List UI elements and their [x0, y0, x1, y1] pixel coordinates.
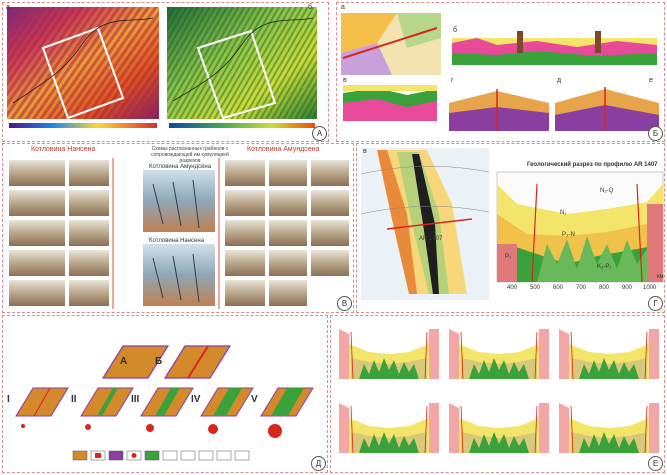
section-e-sublabel: е: [649, 77, 653, 84]
block-a-label: А: [120, 356, 128, 367]
panel-d-stages: А Б I II III IV V Д: [2, 315, 328, 473]
x-unit: км: [657, 274, 664, 280]
stage-label-1: II: [71, 394, 77, 405]
maps-figure: [7, 7, 317, 128]
left-profiles: [9, 158, 114, 309]
inset-amundsen-label: Котловина Амундсена: [149, 164, 212, 170]
title-amundsen-basin: Котловина Амундсена: [247, 146, 320, 153]
section-title: Геологический разрез по профилю AR 1407: [527, 162, 658, 168]
x-tick-5: 900: [622, 285, 633, 291]
seismic-figure: [9, 158, 349, 309]
stage-label-0: I: [7, 394, 10, 405]
unit-label-1: N₁: [560, 210, 567, 216]
x-tick-3: 700: [576, 285, 587, 291]
profile-line-label: AR 1407: [419, 236, 443, 242]
inset-nansen-label: Котловина Нансена: [149, 238, 205, 244]
panel-v-seismic: Котловина Нансена Схемы распознанных гра…: [2, 143, 354, 313]
panel-a-circle-label: А: [312, 126, 327, 141]
x-tick-2: 600: [553, 285, 564, 291]
x-tick-1: 500: [530, 285, 541, 291]
x-tick-4: 800: [599, 285, 610, 291]
title-graben-schemes: Схемы распознанных грабенов с сопровожда…: [151, 146, 229, 164]
unit-label-2: P₃-N: [562, 232, 575, 238]
x-tick-6: 1000: [643, 285, 657, 291]
unit-label-4: K₂-P₁: [597, 264, 612, 270]
section-g-sublabel: г: [451, 77, 454, 84]
panel-d-circle-label: Д: [311, 456, 326, 471]
right-profiles: [225, 160, 349, 306]
map-b-sublabel: б: [308, 4, 313, 11]
section-b-sublabel: б: [453, 27, 458, 34]
panel-e-sections: Е: [330, 315, 665, 473]
panel-b-circle-label: Б: [648, 126, 663, 141]
section-d-sublabel: д: [557, 77, 562, 84]
title-nansen-basin: Котловина Нансена: [31, 146, 96, 153]
sections-figure: [341, 13, 659, 131]
stage-blocks: [15, 387, 314, 417]
stage-label-4: V: [251, 394, 258, 405]
panel-g-circle-label: Г: [648, 296, 663, 311]
geology-figure: [360, 148, 664, 300]
panel-e-circle-label: Е: [648, 456, 663, 471]
panel-v-circle-label: В: [337, 296, 352, 311]
section-v-sublabel: в: [343, 77, 347, 84]
panel-b-sections: а б в г д е Б: [336, 2, 665, 142]
evolution-sections-figure: [338, 323, 660, 454]
legend-strip: [72, 450, 250, 461]
section-a-sublabel: а: [341, 4, 345, 11]
stages-figure: [15, 345, 314, 461]
x-tick-0: 400: [507, 285, 518, 291]
stage-label-2: III: [131, 394, 140, 405]
map-a-sublabel: а: [6, 4, 10, 11]
map-v-sublabel: в: [363, 148, 367, 155]
unit-label-0: N₂-Q: [600, 188, 614, 194]
panel-g-geology: в AR 1407 Геологический разрез по профил…: [356, 143, 665, 313]
panel-a-maps: а б А: [2, 2, 329, 142]
stage-label-3: IV: [191, 394, 201, 405]
block-b-label: Б: [155, 356, 163, 367]
unit-label-3: P₂: [505, 254, 512, 260]
